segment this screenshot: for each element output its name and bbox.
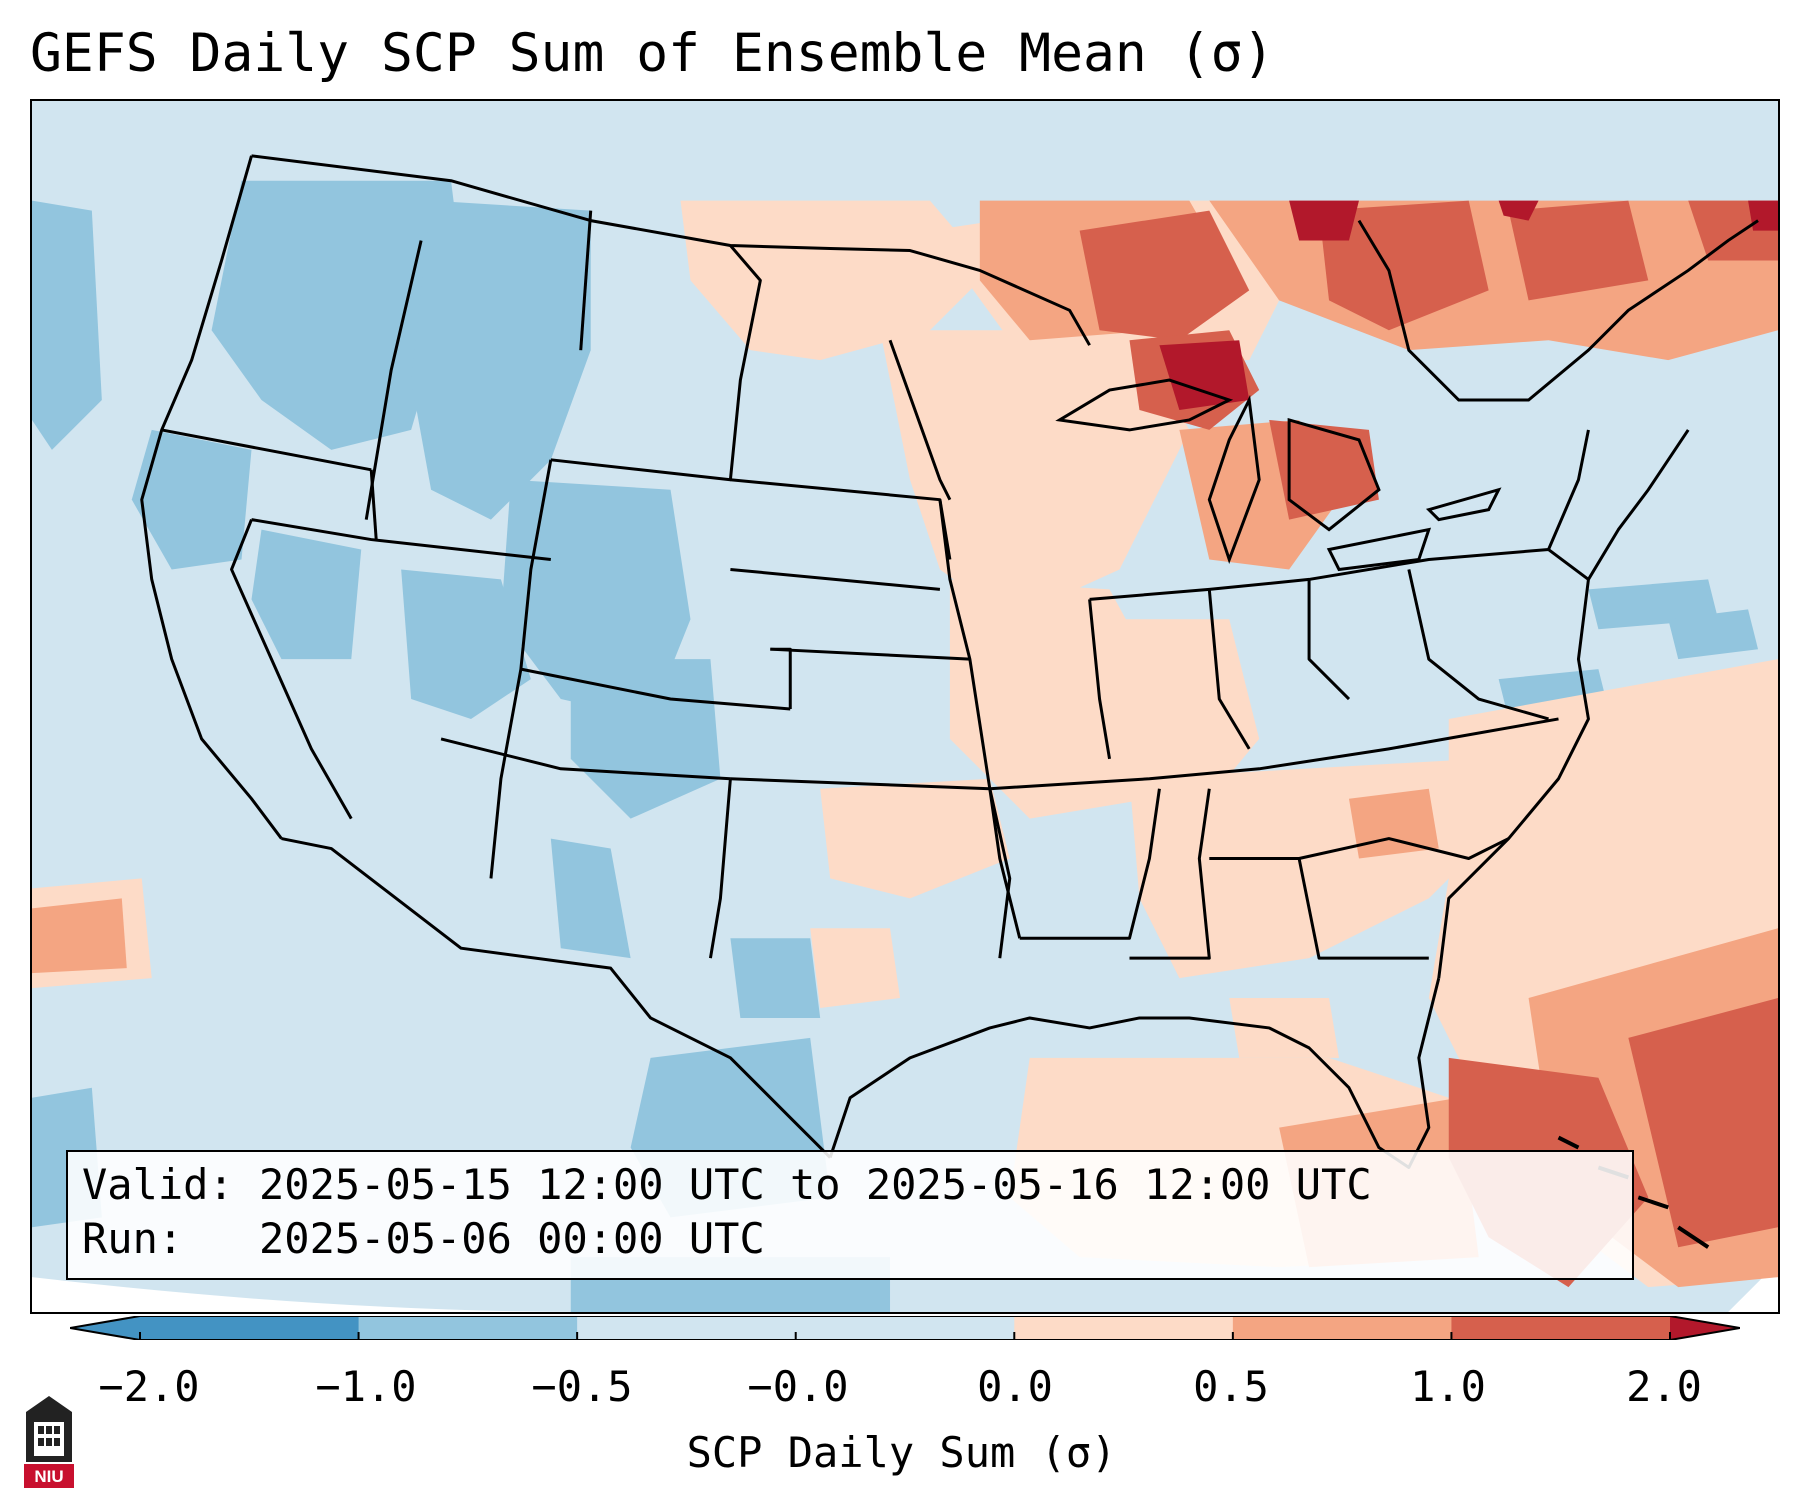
map-panel	[30, 99, 1780, 1314]
colorbar-segment	[1232, 1316, 1452, 1340]
colorbar-segment	[795, 1316, 1015, 1340]
scp-anomaly-map	[32, 101, 1778, 1312]
colorbar-tick: 0.0	[977, 1362, 1053, 1411]
projection-edge	[32, 1277, 591, 1312]
colorbar-graphic	[70, 1316, 1740, 1340]
colorbar-tick: 1.0	[1410, 1362, 1486, 1411]
colorbar-segment	[577, 1316, 797, 1340]
colorbar-segment	[358, 1316, 578, 1340]
valid-value: 2025-05-15 12:00 UTC to 2025-05-16 12:00…	[259, 1160, 1372, 1209]
university-tower-icon: NIU	[24, 1396, 74, 1488]
map-title: GEFS Daily SCP Sum of Ensemble Mean (σ)	[30, 23, 1275, 84]
colorbar-segment	[1014, 1316, 1234, 1340]
negative-anomaly-regions	[32, 180, 1759, 1312]
colorbar-segment	[140, 1316, 360, 1340]
colorbar-tick: −1.0	[315, 1362, 417, 1411]
colorbar	[70, 1316, 1740, 1340]
colorbar-tick: 0.5	[1193, 1362, 1269, 1411]
extreme-regions	[1159, 200, 1778, 410]
canada-coastline	[1357, 219, 1759, 402]
valid-label: Valid:	[82, 1160, 234, 1209]
political-boundaries	[140, 154, 1690, 1169]
colorbar-extend-max	[1670, 1316, 1740, 1340]
colorbar-tick: −2.0	[98, 1362, 200, 1411]
colorbar-extend-min	[70, 1316, 140, 1340]
colorbar-tick: −0.5	[531, 1362, 633, 1411]
colorbar-segment	[1451, 1316, 1671, 1340]
run-label: Run:	[82, 1214, 184, 1263]
colorbar-tick: −0.0	[747, 1362, 849, 1411]
colorbar-tick: 2.0	[1626, 1362, 1702, 1411]
colorbar-label: SCP Daily Sum (σ)	[686, 1428, 1117, 1477]
valid-run-info-box: Valid: 2025-05-15 12:00 UTC to 2025-05-1…	[66, 1150, 1634, 1280]
logo-text: NIU	[34, 1467, 63, 1486]
run-value: 2025-05-06 00:00 UTC	[259, 1214, 765, 1263]
great-lakes	[1055, 378, 1502, 572]
